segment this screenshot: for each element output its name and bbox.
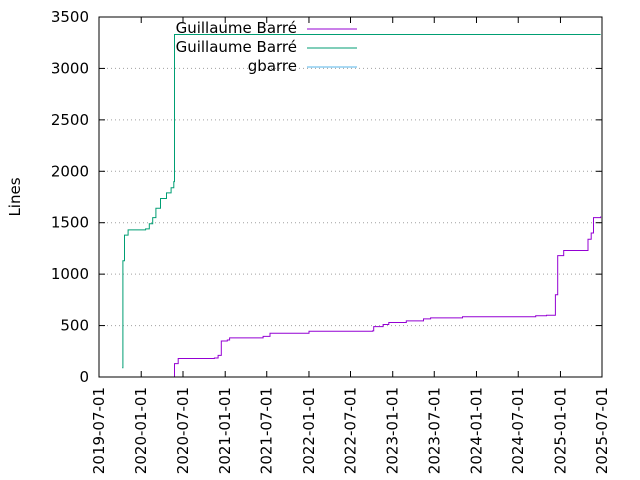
x-tick-label: 2022-01-01 — [300, 387, 318, 474]
legend-label: gbarre — [248, 57, 297, 75]
y-axis-title: Lines — [6, 177, 24, 216]
series-lines — [122, 34, 602, 378]
y-tick-label: 2000 — [51, 162, 89, 180]
x-axis: 2019-07-01 2020-01-01 2020-07-01 2021-01-01… — [90, 17, 611, 474]
x-tick-label: 2020-01-01 — [132, 387, 150, 474]
x-tick-label: 2021-01-01 — [216, 387, 234, 474]
legend-label: Guillaume Barré — [176, 38, 297, 56]
legend-label: Guillaume Barré — [176, 19, 297, 37]
y-tick-label: 2500 — [51, 111, 89, 129]
y-tick-label: 3500 — [51, 8, 89, 26]
series-line-2 — [122, 34, 601, 369]
x-tick-label: 2025-07-01 — [593, 387, 611, 474]
y-tick-label: 0 — [79, 368, 89, 386]
y-tick-label: 3000 — [51, 59, 89, 77]
y-tick-label: 1000 — [51, 265, 89, 283]
x-tick-label: 2022-07-01 — [342, 387, 360, 474]
x-tick-label: 2023-07-01 — [425, 387, 443, 474]
y-tick-label: 1500 — [51, 214, 89, 232]
x-tick-label: 2024-01-01 — [467, 387, 485, 474]
x-tick-label: 2023-01-01 — [384, 387, 402, 474]
y-axis: 0 500 1000 1500 2000 2500 3000 3500 — [51, 8, 602, 386]
series-line-1 — [174, 216, 602, 377]
x-tick-label: 2021-07-01 — [258, 387, 276, 474]
x-tick-label: 2020-07-01 — [174, 387, 192, 474]
x-tick-label: 2019-07-01 — [90, 387, 108, 474]
x-tick-label: 2025-01-01 — [551, 387, 569, 474]
x-tick-label: 2024-07-01 — [509, 387, 527, 474]
y-tick-label: 500 — [60, 317, 89, 335]
